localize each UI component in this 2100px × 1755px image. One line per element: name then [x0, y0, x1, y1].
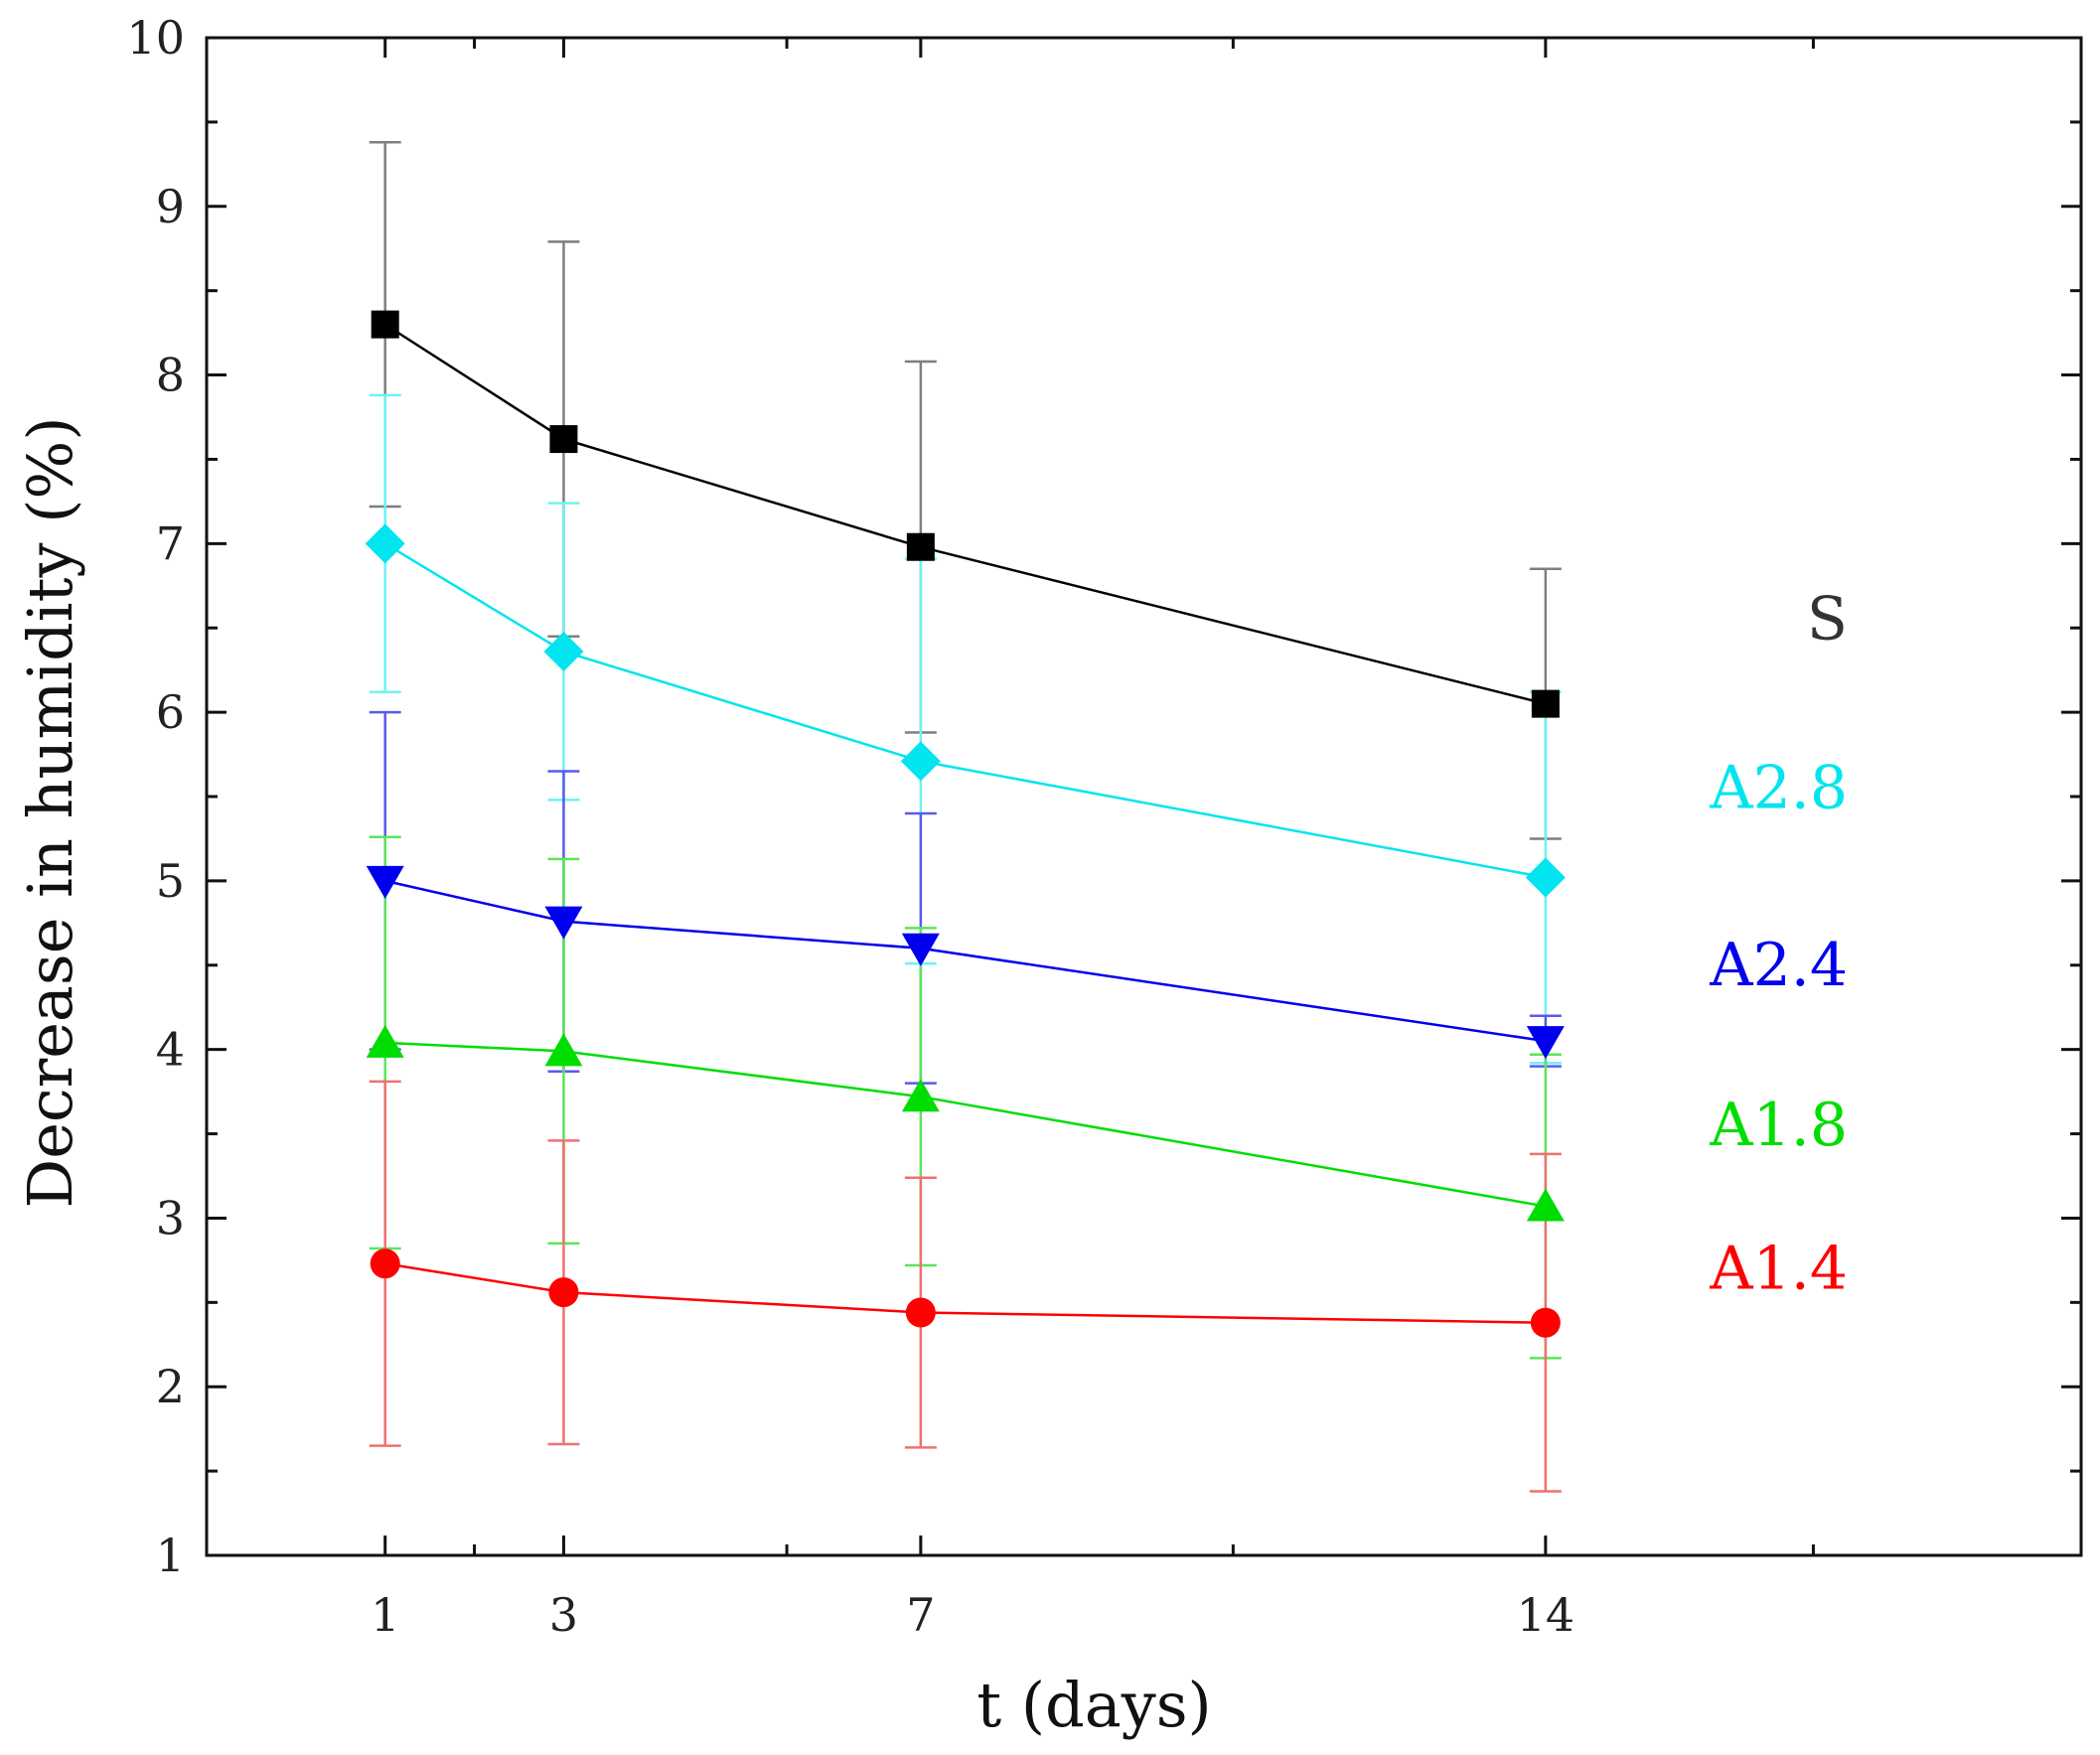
marker-A1.8-2	[901, 1079, 940, 1112]
x-tick-labels: 1 3 7 14	[371, 1588, 1575, 1642]
x-tick-label-0: 1	[371, 1588, 399, 1642]
y-tick-label-0: 1	[156, 1529, 185, 1582]
series-line-A1.4	[384, 1262, 1546, 1324]
y-tick-label-7: 8	[156, 349, 185, 402]
marker-A2.8-1	[543, 631, 584, 671]
series-label-A1.8: A1.8	[1709, 1091, 1848, 1160]
marker-S-2	[906, 532, 935, 561]
y-tick-label-8: 9	[156, 180, 185, 233]
x-tick-label-2: 7	[906, 1588, 935, 1642]
series-label-S: S	[1807, 585, 1848, 655]
axis-ticks	[207, 36, 2081, 1557]
y-tick-labels: 1 2 3 4 5 6 7 8 9 10	[126, 11, 185, 1582]
marker-A1.4-1	[548, 1277, 579, 1308]
marker-A1.8-1	[544, 1033, 583, 1067]
series-line-A2.8	[384, 542, 1547, 879]
marker-A1.4-3	[1530, 1307, 1561, 1338]
marker-A1.4-0	[370, 1248, 400, 1279]
y-tick-label-9: 10	[126, 11, 185, 65]
marker-A2.4-1	[544, 906, 583, 940]
marker-A1.4-2	[905, 1297, 936, 1328]
y-tick-label-3: 4	[156, 1023, 185, 1077]
series-label-A1.4: A1.4	[1709, 1234, 1848, 1303]
series-line-S	[384, 323, 1547, 705]
marker-S-1	[549, 425, 578, 454]
x-tick-label-3: 14	[1517, 1588, 1575, 1642]
marker-A2.4-3	[1526, 1026, 1565, 1060]
series-label-A2.4: A2.4	[1709, 931, 1848, 1000]
marker-A2.8-0	[365, 523, 405, 564]
y-tick-label-6: 7	[156, 516, 185, 570]
x-tick-label-1: 3	[549, 1588, 578, 1642]
marker-A2.8-3	[1525, 857, 1566, 898]
marker-A1.8-0	[366, 1024, 404, 1058]
x-axis-title: t (days)	[976, 1669, 1212, 1741]
y-tick-label-2: 3	[156, 1191, 185, 1244]
y-tick-label-5: 6	[156, 685, 185, 739]
series-markers	[365, 310, 1566, 1338]
marker-A2.4-2	[901, 933, 940, 966]
y-tick-label-1: 2	[156, 1360, 185, 1413]
marker-A2.8-2	[900, 741, 941, 782]
series-label-A2.8: A2.8	[1709, 754, 1848, 823]
marker-S-3	[1531, 689, 1560, 718]
marker-S-0	[371, 310, 399, 339]
y-axis-title: Decrease in humidity (%)	[14, 416, 86, 1208]
series-labels: S A2.8 A2.4 A1.8 A1.4	[1709, 585, 1848, 1304]
marker-A1.8-3	[1526, 1188, 1565, 1222]
y-tick-label-4: 5	[156, 854, 185, 908]
series-lines	[384, 323, 1547, 1324]
series-line-A2.4	[384, 879, 1547, 1043]
marker-A2.4-0	[366, 865, 404, 899]
series-line-A1.8	[384, 1041, 1547, 1208]
